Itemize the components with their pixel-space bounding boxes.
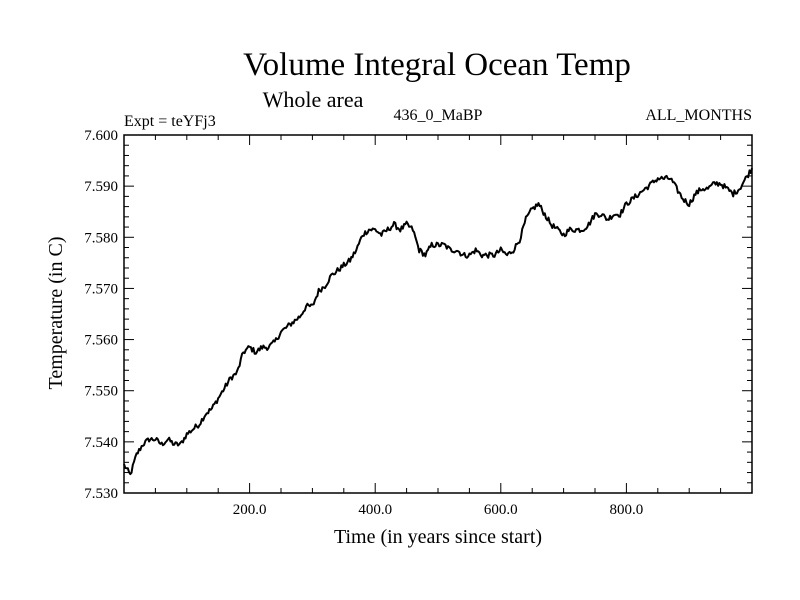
plot-frame: [123, 134, 753, 494]
months-label: ALL_MONTHS: [645, 107, 752, 124]
temperature-series-line: [123, 167, 753, 476]
y-tick-label: 7.560: [84, 333, 118, 349]
x-axis-label: Time (in years since start): [334, 526, 542, 548]
x-tick-label: 400.0: [358, 502, 392, 518]
y-tick-label: 7.600: [84, 128, 118, 144]
y-tick-label: 7.540: [84, 435, 118, 451]
period-label: 436_0_MaBP: [394, 107, 483, 124]
x-tick-label: 600.0: [484, 502, 518, 518]
y-axis-label: Temperature (in C): [45, 237, 67, 390]
chart-subtitle: Whole area: [263, 87, 364, 112]
y-tick-label: 7.550: [84, 384, 118, 400]
x-tick-label: 200.0: [233, 502, 267, 518]
experiment-label: Expt = teYFj3: [124, 113, 216, 130]
y-tick-label: 7.580: [84, 230, 118, 246]
y-tick-label: 7.530: [84, 486, 118, 502]
chart-title: Volume Integral Ocean Temp: [243, 47, 631, 83]
y-tick-label: 7.590: [84, 179, 118, 195]
y-tick-label: 7.570: [84, 281, 118, 297]
tick-labels: 200.0 400.0 600.0 800.0 7.530 7.540 7.550 7.560…: [84, 128, 643, 518]
x-tick-label: 800.0: [610, 502, 644, 518]
axis-ticks: [124, 134, 752, 494]
